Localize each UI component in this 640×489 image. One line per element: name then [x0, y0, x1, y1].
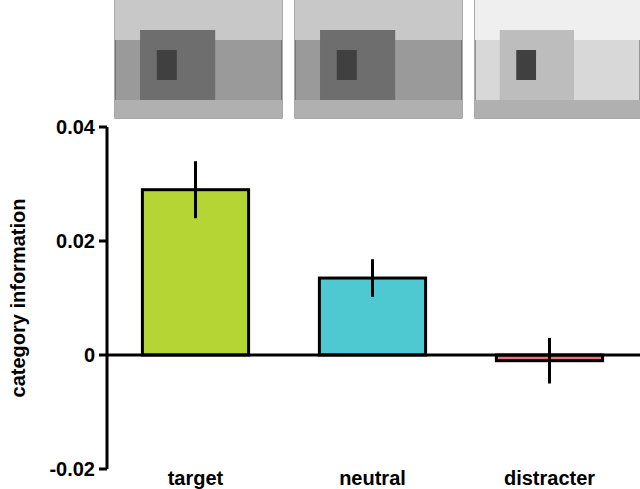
y-tick [99, 240, 107, 243]
photo-frame [295, 0, 462, 118]
error-bar [194, 161, 197, 218]
y-tick-label: 0 [84, 344, 95, 366]
zero-line [107, 354, 640, 357]
x-tick-label: neutral [339, 467, 406, 489]
x-tick-label: distracter [504, 467, 595, 489]
photo-ground [115, 100, 282, 118]
chart: -0.02 0 0.02 0.04 target neutral distracter cat… [0, 0, 640, 489]
photo [475, 0, 640, 118]
y-tick-label: 0.04 [56, 116, 96, 138]
photo-frame [115, 0, 282, 118]
photo-building [140, 30, 215, 100]
error-bar [548, 338, 551, 384]
photo-window [516, 50, 536, 80]
photo-building [500, 30, 574, 100]
error-bar [371, 259, 374, 297]
bars [142, 161, 602, 383]
photo-window [157, 50, 177, 80]
photo-ground [475, 100, 640, 118]
x-tick-label: target [168, 467, 224, 489]
y-axis [106, 127, 109, 469]
photo [295, 0, 462, 118]
y-tick [99, 468, 107, 471]
y-tick-label: -0.02 [49, 458, 95, 480]
photo-window [337, 50, 357, 80]
y-tick-label: 0.02 [56, 230, 95, 252]
y-tick [99, 126, 107, 129]
photo-ground [295, 100, 462, 118]
photo-frame [475, 0, 640, 118]
photo [115, 0, 282, 118]
photo-building [320, 30, 395, 100]
y-axis-label: category information [7, 199, 29, 398]
y-tick [99, 354, 107, 357]
